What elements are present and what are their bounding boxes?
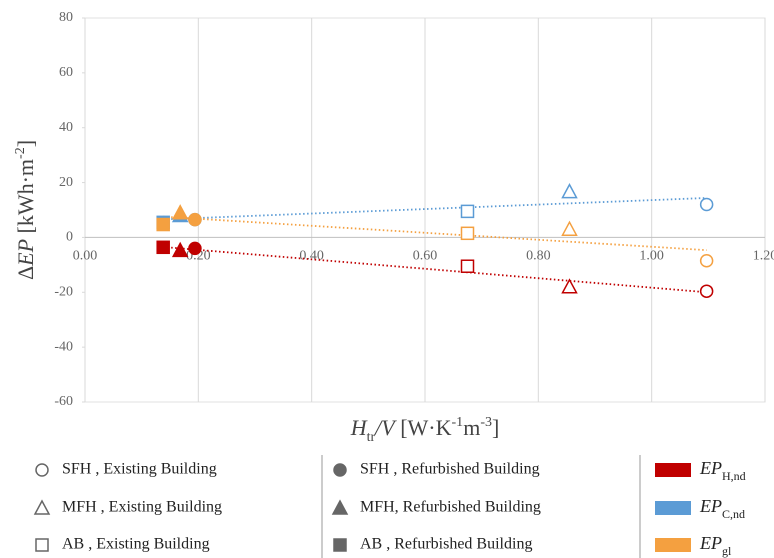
x-axis-label-part: H	[350, 415, 368, 440]
x-axis-label-part: tr	[367, 430, 376, 445]
y-tick-label: -60	[54, 394, 73, 409]
data-point	[188, 241, 202, 256]
data-point	[699, 197, 714, 212]
y-axis-label-part: [kWh·m	[13, 159, 38, 239]
data-point	[561, 278, 578, 294]
y-tick-label: 0	[66, 230, 73, 245]
trendline	[163, 246, 707, 294]
x-axis-label-part: -3	[480, 415, 492, 430]
y-tick-label: 80	[59, 10, 73, 25]
x-tick-label: 0.40	[299, 249, 324, 264]
legend-marker	[35, 538, 49, 552]
x-tick-label: 0.80	[526, 249, 551, 264]
legend-label-main: EP	[699, 533, 722, 553]
x-axis-label-part: -1	[452, 415, 464, 430]
data-point	[699, 284, 714, 298]
legend-marker	[35, 463, 49, 477]
data-point	[561, 183, 578, 199]
trendline	[163, 197, 707, 221]
data-point	[156, 240, 170, 255]
y-axis-label-part: -2	[13, 147, 28, 159]
y-axis-label-part: ]	[13, 140, 38, 147]
x-axis-label-part: [W·K	[395, 415, 452, 440]
data-point	[460, 226, 475, 241]
trendline	[163, 215, 707, 252]
data-point	[561, 220, 578, 236]
legend-label-main: EP	[699, 496, 722, 516]
legend-label-sub: C,nd	[722, 507, 745, 521]
x-axis-label: Htr/V [W·K-1m-3]	[350, 415, 500, 445]
x-axis-label-part: m	[463, 415, 480, 440]
y-tick-label: -20	[54, 285, 73, 300]
legend-swatch	[655, 501, 691, 515]
y-axis-label-part: Δ	[13, 266, 38, 280]
data-point	[460, 259, 475, 273]
legend-label: EPC,nd	[699, 496, 745, 521]
data-point	[460, 204, 475, 219]
legend-label: SFH , Refurbished Building	[360, 461, 540, 478]
legend-marker	[333, 463, 347, 477]
data-point	[171, 204, 189, 220]
data-point	[171, 241, 189, 258]
y-tick-label: 40	[59, 120, 73, 135]
legend-swatch	[655, 463, 691, 477]
data-point	[188, 212, 202, 227]
x-axis-label-part: ]	[492, 415, 499, 440]
legend-marker	[333, 538, 347, 552]
data-point	[156, 217, 170, 232]
x-axis-label-part: /V	[373, 415, 397, 440]
legend-marker	[33, 499, 51, 515]
y-axis-label-part: EP	[13, 239, 38, 267]
legend-label-sub: H,nd	[722, 469, 746, 483]
legend-label-main: EP	[699, 458, 722, 478]
legend-label: MFH , Existing Building	[62, 499, 222, 516]
legend-label: MFH, Refurbished Building	[360, 499, 541, 516]
legend-label: AB , Refurbished Building	[360, 536, 532, 553]
y-tick-label: 60	[59, 65, 73, 80]
x-tick-label: 1.00	[639, 249, 664, 264]
legend-label: EPH,nd	[699, 458, 746, 483]
legend-label: AB , Existing Building	[62, 536, 210, 553]
legend-label: EPgl	[699, 533, 732, 558]
legend-marker	[331, 499, 349, 515]
x-tick-label: 0.00	[73, 249, 98, 264]
legend-swatch	[655, 538, 691, 552]
legend-label-sub: gl	[722, 544, 732, 558]
y-axis-label: ΔEP [kWh·m-2]	[13, 140, 38, 280]
y-tick-label: 20	[59, 175, 73, 190]
x-tick-label: 0.60	[413, 249, 438, 264]
y-tick-label: -40	[54, 339, 73, 354]
data-point	[699, 253, 714, 268]
legend-label: SFH , Existing Building	[62, 461, 217, 478]
x-tick-label: 1.20	[753, 249, 774, 264]
